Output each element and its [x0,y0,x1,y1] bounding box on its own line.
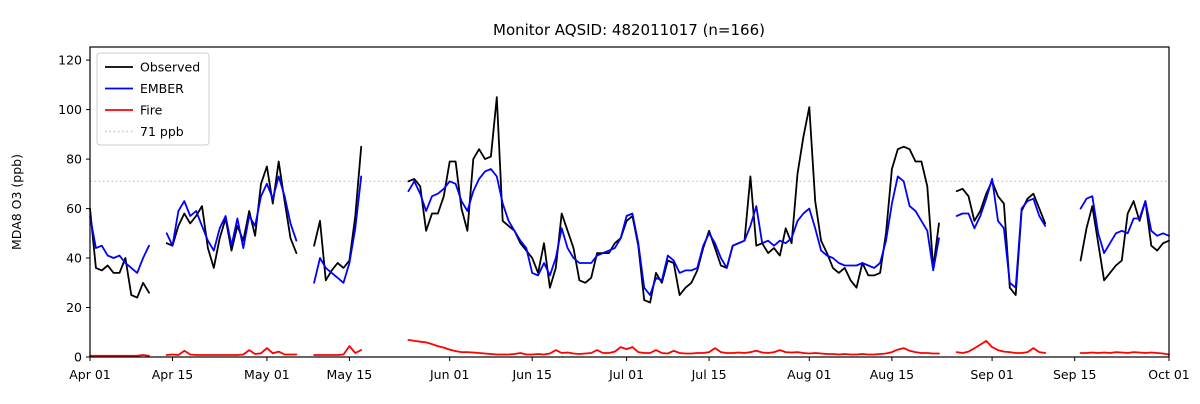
chart-title: Monitor AQSID: 482011017 (n=166) [493,21,765,39]
series-line-ember [955,177,1047,289]
series-line-observed [165,160,298,269]
legend-label: Fire [140,103,163,118]
x-tick-label: May 15 [327,367,373,382]
series-line-ember [407,168,940,297]
x-tick-label: Sep 15 [1053,367,1096,382]
x-tick-label: Apr 01 [69,367,111,382]
series-lines [89,96,1170,357]
series-line-observed [313,145,363,282]
series-line-fire [407,338,940,356]
x-tick-label: Sep 01 [970,367,1013,382]
x-tick-label: Apr 15 [152,367,194,382]
series-line-fire [89,354,150,357]
series-line-observed [1079,200,1170,282]
legend-label: 71 ppb [140,124,184,139]
y-tick-label: 40 [66,251,82,266]
y-tick-label: 0 [74,350,82,365]
series-line-fire [1079,351,1170,356]
series-line-observed [955,180,1047,297]
series-line-ember [165,175,298,252]
x-tick-label: Jun 01 [429,367,469,382]
legend-box [96,52,210,146]
series-line-observed [89,207,150,299]
series-line-fire [313,345,363,356]
axes: 0 20 40 60 80 100 120 Apr 01 Apr 15 May 01 May 15 J… [58,46,1190,382]
legend: Observed EMBER Fire 71 ppb [96,52,210,146]
x-tick-label: May 01 [244,367,290,382]
y-tick-label: 120 [58,53,82,68]
y-axis-label: MDA8 O3 (ppb) [9,154,24,250]
legend-label: EMBER [140,81,184,96]
y-tick-label: 20 [66,300,82,315]
series-line-fire [955,339,1047,354]
x-tick-label: Aug 01 [787,367,831,382]
series-line-ember [1079,195,1170,255]
series-line-ember [313,175,363,284]
series-line-observed [407,96,940,304]
y-tick-label: 80 [66,152,82,167]
legend-label: Observed [140,60,200,75]
x-tick-label: Aug 15 [870,367,914,382]
y-tick-label: 60 [66,201,82,216]
plot-frame [89,46,1170,358]
series-line-fire [165,347,298,356]
y-tick-label: 100 [58,102,82,117]
series-line-ember [89,215,150,274]
x-tick-label: Jun 15 [511,367,551,382]
x-tick-label: Oct 01 [1148,367,1190,382]
x-tick-label: Jul 01 [608,367,644,382]
x-tick-label: Jul 15 [691,367,727,382]
